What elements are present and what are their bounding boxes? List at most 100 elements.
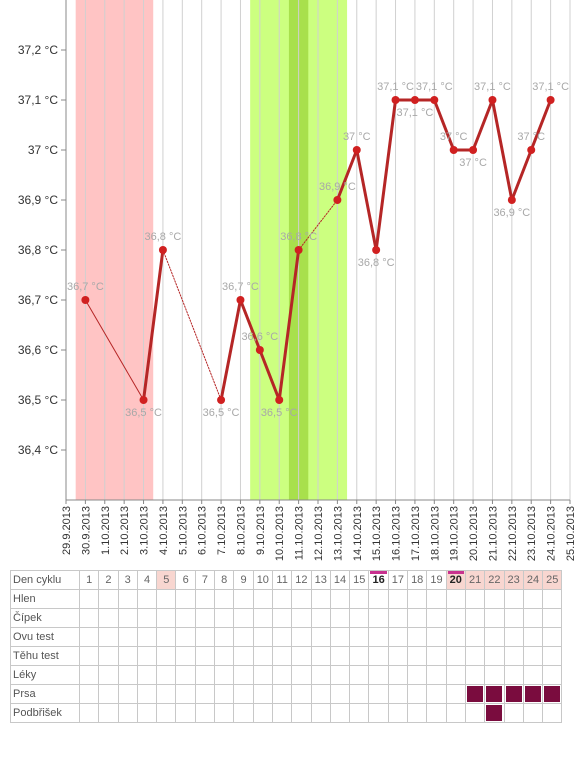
line-segment <box>335 148 359 202</box>
symptom-cell <box>136 684 158 704</box>
x-tick-label: 22.10.2013 <box>507 506 519 561</box>
cycle-day-number: 21 <box>468 574 482 586</box>
symptom-row: Hlen <box>10 589 563 609</box>
cycle-day-number: 5 <box>163 574 170 586</box>
temperature-line <box>84 98 553 402</box>
symptom-mark <box>524 686 541 702</box>
symptom-cell <box>156 627 177 647</box>
data-point <box>372 246 381 254</box>
symptom-cell <box>252 684 273 704</box>
data-label: 37 °C <box>343 131 371 143</box>
symptom-cell <box>78 684 100 704</box>
symptom-cell <box>329 665 351 685</box>
symptom-cell <box>252 646 273 666</box>
cycle-day-cell: 24 <box>522 570 544 590</box>
y-axis: 36,4 °C 36,5 °C 36,6 °C 36,7 °C 36,8 °C 36,9 … <box>18 43 66 457</box>
cycle-day-number: 25 <box>546 574 559 586</box>
data-point <box>507 196 516 204</box>
symptom-row-label: Těhu test <box>10 646 80 666</box>
symptom-cell <box>407 665 428 685</box>
x-tick-label: 2.10.2013 <box>119 506 131 555</box>
symptom-cell <box>522 589 544 609</box>
symptom-cell <box>98 703 119 723</box>
symptom-cell <box>310 608 331 628</box>
cycle-day-number: 11 <box>276 574 288 586</box>
x-tick-label: 8.10.2013 <box>235 506 247 555</box>
symptom-cell <box>310 589 331 609</box>
cycle-day-cell: 25 <box>542 570 563 590</box>
symptom-cell <box>349 703 370 723</box>
cycle-day-cell: 19 <box>426 570 447 590</box>
y-tick-label: 36,8 °C <box>18 243 58 257</box>
data-point <box>469 146 478 154</box>
x-tick-label: 5.10.2013 <box>177 506 189 555</box>
symptom-cell <box>464 589 486 609</box>
symptom-cell <box>233 684 254 704</box>
symptom-row: Léky <box>10 665 563 685</box>
cycle-day-number: 15 <box>353 574 366 586</box>
symptom-cell <box>445 684 466 704</box>
symptom-cell <box>522 646 544 666</box>
x-tick-label: 25.10.2013 <box>565 506 577 561</box>
symptom-cell <box>387 665 409 685</box>
symptom-cell <box>136 608 158 628</box>
symptom-cell <box>291 627 312 647</box>
line-segment <box>355 148 378 252</box>
symptom-cell <box>233 703 254 723</box>
x-tick-label: 30.9.2013 <box>80 506 92 555</box>
symptom-cell <box>368 646 389 666</box>
symptom-cell <box>271 684 293 704</box>
symptom-cell <box>78 665 100 685</box>
cycle-day-cell: 20 <box>445 570 466 590</box>
symptom-cell <box>310 703 331 723</box>
line-segment <box>529 98 553 152</box>
symptom-cell <box>252 608 273 628</box>
symptom-mark <box>467 686 484 702</box>
x-tick-label: 15.10.2013 <box>371 506 383 561</box>
data-label: 37,1 °C <box>377 81 414 93</box>
cycle-day-cell: 16 <box>368 570 389 590</box>
symptom-cell <box>310 646 331 666</box>
symptom-cell <box>522 703 544 723</box>
symptom-cell <box>310 665 331 685</box>
symptom-row-label: Podbřišek <box>10 703 80 723</box>
cycle-day-cell: 17 <box>387 570 409 590</box>
cycle-day-label: Den cyklu <box>10 570 80 590</box>
cycle-day-number: 20 <box>449 574 462 586</box>
symptom-cell <box>291 608 312 628</box>
x-tick-label: 16.10.2013 <box>391 506 403 561</box>
symptom-cell <box>445 703 466 723</box>
data-point <box>527 146 536 154</box>
data-label: 36,6 °C <box>241 331 278 343</box>
y-tick-label: 36,6 °C <box>18 343 58 357</box>
symptom-row: Ovu test <box>10 627 563 647</box>
data-point <box>430 96 439 104</box>
symptom-cell <box>291 589 312 609</box>
symptom-cell <box>156 646 177 666</box>
symptom-cell <box>542 589 563 609</box>
symptom-cell <box>214 665 235 685</box>
line-segment <box>238 298 262 352</box>
line-segment <box>277 248 301 402</box>
x-tick-label: 9.10.2013 <box>255 506 267 555</box>
symptom-row: Těhu test <box>10 646 563 666</box>
symptom-cell <box>464 608 486 628</box>
symptom-cell <box>194 665 216 685</box>
symptom-cell <box>98 646 119 666</box>
line-segment <box>258 348 281 402</box>
symptom-row-label: Hlen <box>10 589 80 609</box>
x-tick-label: 12.10.2013 <box>313 506 325 561</box>
cycle-day-cell: 1 <box>78 570 100 590</box>
symptom-cell <box>117 608 138 628</box>
symptom-cell <box>349 589 370 609</box>
symptom-cell <box>78 608 100 628</box>
cycle-day-cell: 5 <box>156 570 177 590</box>
cycle-bands <box>75 0 348 500</box>
symptom-cell <box>503 589 524 609</box>
cycle-day-number: 3 <box>124 574 131 586</box>
x-tick-label: 24.10.2013 <box>546 506 558 561</box>
symptom-cell <box>329 627 351 647</box>
y-tick-label: 37 °C <box>28 143 58 157</box>
symptom-cell <box>117 703 138 723</box>
symptom-cell <box>310 684 331 704</box>
